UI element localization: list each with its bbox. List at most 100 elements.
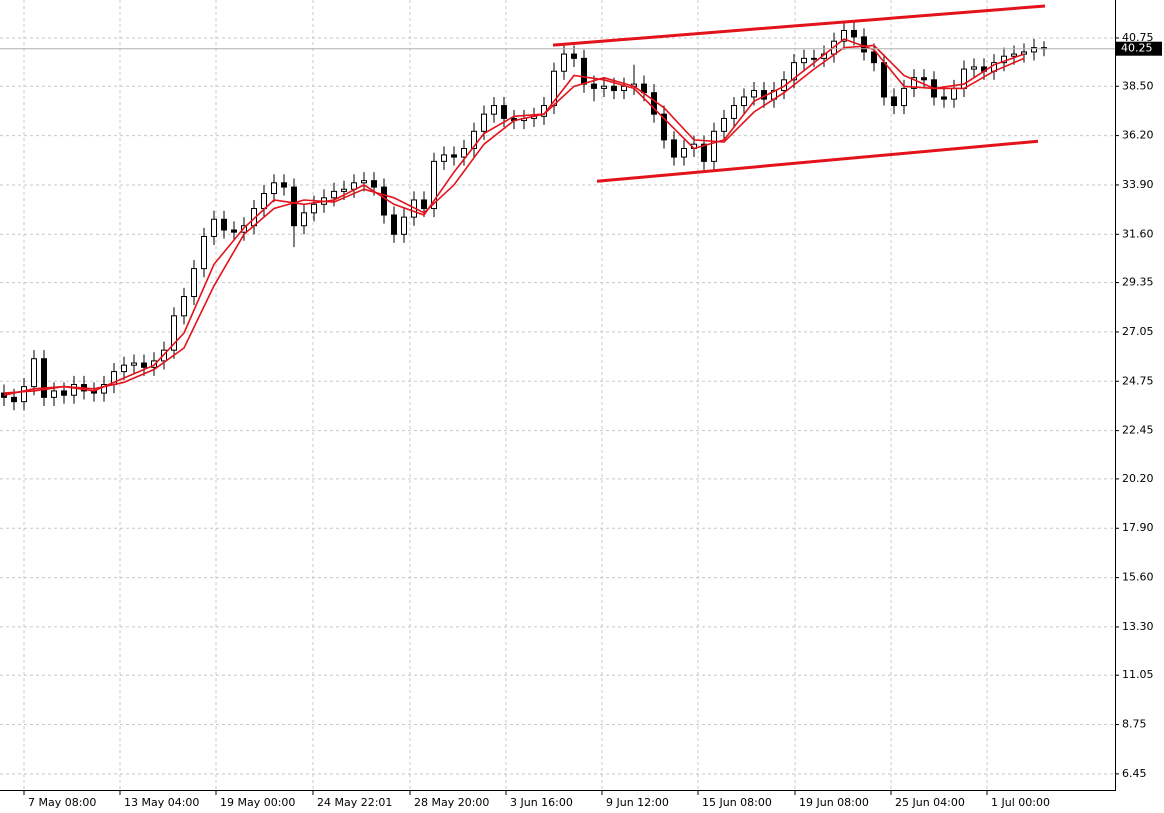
candle-body (491, 105, 497, 115)
candle-body (571, 53, 577, 59)
current-price-label: 40.25 (1121, 42, 1153, 55)
candle-body (901, 87, 907, 107)
x-tick-label: 13 May 04:00 (124, 796, 199, 809)
y-tick-label: 24.75 (1122, 374, 1154, 387)
trend-line (552, 4, 1046, 47)
x-tick-label: 15 Jun 08:00 (702, 796, 772, 809)
candle-body (331, 190, 337, 199)
candle-body (1011, 53, 1017, 57)
candle-body (51, 390, 57, 398)
candle-body (661, 113, 667, 141)
candle-body (681, 147, 687, 158)
x-tick-label: 19 Jun 08:00 (799, 796, 869, 809)
candle-body (291, 186, 297, 227)
candle-body (731, 105, 737, 119)
candle-body (61, 390, 67, 396)
candle-body (401, 216, 407, 235)
candle-body (801, 57, 807, 64)
candle-body (181, 296, 187, 317)
candle-body (871, 51, 877, 64)
candle-body (921, 77, 927, 81)
candle-body (131, 362, 137, 366)
candle-body (451, 154, 457, 158)
candle-body (31, 358, 37, 388)
candle-body (41, 358, 47, 398)
moving-average (3, 38, 1025, 396)
candle-body (171, 315, 177, 351)
candle-body (191, 268, 197, 298)
candle-body (101, 383, 107, 394)
y-tick-label: 38.50 (1122, 79, 1154, 92)
moving-average (3, 44, 1025, 394)
candle-body (221, 218, 227, 231)
candle-body (721, 117, 727, 132)
candle-body (711, 130, 717, 162)
y-tick-label: 22.45 (1122, 424, 1154, 437)
candle-body (11, 396, 17, 403)
candle-body (891, 96, 897, 107)
candle-body (361, 180, 367, 184)
candle-body (391, 214, 397, 235)
candle-body (741, 96, 747, 107)
y-tick-label: 40.75 (1122, 31, 1154, 44)
candle-body (621, 85, 627, 92)
candle-body (611, 85, 617, 92)
candle-body (341, 188, 347, 192)
trend-line (596, 139, 1039, 183)
candle-body (431, 160, 437, 210)
y-tick-label: 11.05 (1122, 668, 1154, 681)
candle-body (481, 113, 487, 132)
candle-body (281, 182, 287, 188)
candle-body (141, 362, 147, 368)
y-tick-label: 8.75 (1122, 718, 1147, 731)
x-tick-label: 3 Jun 16:00 (510, 796, 573, 809)
y-tick-label: 33.90 (1122, 178, 1154, 191)
candle-body (501, 105, 507, 119)
candle-body (421, 199, 427, 210)
candle-body (271, 182, 277, 195)
y-tick-label: 20.20 (1122, 472, 1154, 485)
candle-body (701, 143, 707, 162)
x-tick-label: 24 May 22:01 (317, 796, 392, 809)
candle-body (911, 77, 917, 89)
candle-body (841, 29, 847, 42)
y-tick-label: 15.60 (1122, 571, 1154, 584)
candle-body (201, 235, 207, 270)
candle-body (231, 229, 237, 233)
x-tick-label: 25 Jun 04:00 (895, 796, 965, 809)
candle-body (121, 364, 127, 373)
candle-body (211, 218, 217, 237)
y-tick-label: 29.35 (1122, 276, 1154, 289)
candle-body (461, 147, 467, 158)
x-tick-label: 1 Jul 00:00 (991, 796, 1050, 809)
candle-body (851, 29, 857, 38)
candle-body (1001, 55, 1007, 64)
candle-body (371, 180, 377, 188)
candle-body (71, 383, 77, 396)
candle-body (381, 186, 387, 216)
candle-body (301, 212, 307, 227)
current-price-box (1116, 41, 1162, 56)
candle-body (441, 154, 447, 162)
y-tick-label: 6.45 (1122, 767, 1147, 780)
y-tick-label: 31.60 (1122, 227, 1154, 240)
candle-body (951, 87, 957, 100)
x-tick-label: 9 Jun 12:00 (606, 796, 669, 809)
candle-body (581, 57, 587, 85)
candle-body (591, 83, 597, 89)
candle-body (1021, 51, 1027, 55)
candle-body (601, 85, 607, 89)
candle-body (791, 62, 797, 81)
candle-body (751, 90, 757, 98)
candle-body (671, 139, 677, 158)
candle-body (971, 66, 977, 70)
x-tick-label: 28 May 20:00 (414, 796, 489, 809)
candle-body (811, 57, 817, 60)
candle-body (561, 53, 567, 72)
candle-body (471, 130, 477, 149)
candle-body (261, 193, 267, 210)
y-tick-label: 13.30 (1122, 620, 1154, 633)
